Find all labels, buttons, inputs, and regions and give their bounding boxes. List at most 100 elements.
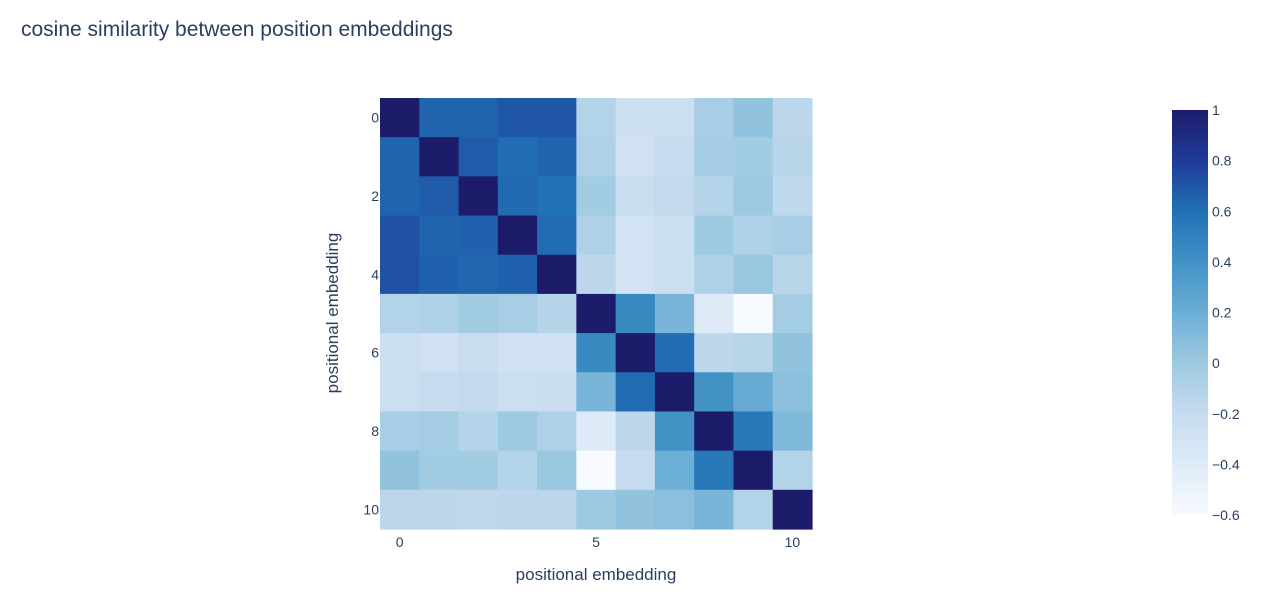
y-tick-label: 4 bbox=[371, 266, 379, 282]
heatmap-cell bbox=[380, 489, 420, 530]
y-axis-title: positional embedding bbox=[323, 233, 342, 394]
heatmap-cell bbox=[380, 98, 420, 138]
heatmap-cell bbox=[497, 176, 538, 217]
heatmap-cell bbox=[772, 137, 813, 177]
heatmap-cell bbox=[497, 333, 538, 373]
heatmap-cell bbox=[576, 411, 617, 452]
heatmap-cell bbox=[615, 215, 656, 256]
heatmap-cell bbox=[537, 293, 577, 334]
heatmap-cell bbox=[733, 215, 774, 256]
heatmap-cell bbox=[497, 254, 538, 295]
heatmap-cell bbox=[497, 411, 538, 452]
heatmap-cell bbox=[772, 176, 813, 217]
heatmap-cell bbox=[772, 411, 813, 452]
heatmap-cell bbox=[772, 293, 813, 334]
heatmap-cell bbox=[576, 450, 617, 491]
heatmap-cell bbox=[419, 215, 460, 256]
x-tick-label: 5 bbox=[592, 534, 600, 550]
heatmap-cell bbox=[458, 215, 499, 256]
heatmap-cell bbox=[654, 333, 695, 373]
heatmap-cell bbox=[497, 98, 538, 138]
heatmap-cell bbox=[497, 137, 538, 177]
heatmap-cell bbox=[458, 254, 499, 295]
heatmap-cell bbox=[419, 411, 460, 452]
heatmap-cell bbox=[419, 372, 460, 413]
heatmap-cell bbox=[733, 489, 774, 530]
heatmap-cell bbox=[694, 333, 735, 373]
heatmap-cell bbox=[654, 450, 695, 491]
colorbar-tick-label: 0.8 bbox=[1212, 153, 1232, 169]
heatmap-cell bbox=[537, 176, 577, 217]
y-axis-ticks: 0 2 4 6 8 10 bbox=[363, 110, 379, 518]
heatmap-cell bbox=[497, 293, 538, 334]
heatmap-cell bbox=[654, 372, 695, 413]
heatmap-cell bbox=[458, 411, 499, 452]
heatmap-cell bbox=[458, 293, 499, 334]
heatmap-cell bbox=[733, 176, 774, 217]
y-tick-label: 8 bbox=[371, 423, 379, 439]
heatmap-cell bbox=[380, 215, 420, 256]
heatmap-cell bbox=[615, 450, 656, 491]
x-tick-label: 10 bbox=[785, 534, 801, 550]
heatmap-cell bbox=[419, 333, 460, 373]
heatmap-cell bbox=[615, 333, 656, 373]
heatmap-cell bbox=[380, 254, 420, 295]
y-tick-label: 10 bbox=[363, 501, 379, 517]
heatmap-cell bbox=[380, 450, 420, 491]
heatmap-cell bbox=[654, 411, 695, 452]
heatmap-cell bbox=[419, 176, 460, 217]
heatmap-cell bbox=[576, 333, 617, 373]
heatmap-cells bbox=[380, 98, 813, 530]
heatmap-cell bbox=[458, 450, 499, 491]
heatmap-cell bbox=[772, 254, 813, 295]
heatmap-cell bbox=[694, 489, 735, 530]
heatmap-cell bbox=[772, 98, 813, 138]
heatmap-cell bbox=[380, 293, 420, 334]
heatmap-cell bbox=[615, 372, 656, 413]
heatmap-cell bbox=[733, 333, 774, 373]
heatmap-cell bbox=[772, 372, 813, 413]
heatmap-cell bbox=[537, 215, 577, 256]
heatmap-cell bbox=[615, 137, 656, 177]
heatmap-cell bbox=[537, 333, 577, 373]
y-tick-label: 2 bbox=[371, 188, 379, 204]
heatmap-cell bbox=[694, 137, 735, 177]
heatmap-cell bbox=[419, 137, 460, 177]
heatmap-cell bbox=[497, 372, 538, 413]
heatmap-cell bbox=[380, 176, 420, 217]
colorbar-tick-label: 0.2 bbox=[1212, 305, 1232, 321]
heatmap-cell bbox=[772, 215, 813, 256]
x-tick-label: 0 bbox=[396, 534, 404, 550]
heatmap-cell bbox=[537, 372, 577, 413]
heatmap-cell bbox=[458, 333, 499, 373]
heatmap-cell bbox=[458, 98, 499, 138]
heatmap-cell bbox=[654, 293, 695, 334]
colorbar-tick-label: 0.4 bbox=[1212, 254, 1232, 270]
heatmap-cell bbox=[654, 176, 695, 217]
heatmap-cell bbox=[380, 137, 420, 177]
heatmap-cell bbox=[733, 98, 774, 138]
colorbar-tick-label: 0 bbox=[1212, 355, 1220, 371]
heatmap-cell bbox=[380, 372, 420, 413]
heatmap-cell bbox=[694, 98, 735, 138]
heatmap-cell bbox=[537, 137, 577, 177]
heatmap-cell bbox=[419, 98, 460, 138]
heatmap-cell bbox=[380, 411, 420, 452]
heatmap-cell bbox=[419, 254, 460, 295]
colorbar bbox=[1172, 110, 1208, 515]
colorbar-tick-label: −0.6 bbox=[1212, 507, 1240, 523]
colorbar-tick-label: 0.6 bbox=[1212, 203, 1232, 219]
heatmap-cell bbox=[576, 489, 617, 530]
heatmap-cell bbox=[694, 372, 735, 413]
heatmap-cell bbox=[615, 98, 656, 138]
heatmap-cell bbox=[615, 254, 656, 295]
heatmap-cell bbox=[537, 489, 577, 530]
heatmap-cell bbox=[694, 411, 735, 452]
heatmap-cell bbox=[694, 254, 735, 295]
x-axis-title: positional embedding bbox=[516, 565, 677, 584]
heatmap-cell bbox=[458, 137, 499, 177]
heatmap-cell bbox=[654, 98, 695, 138]
colorbar-tick-label: 1 bbox=[1212, 102, 1220, 118]
heatmap-cell bbox=[380, 333, 420, 373]
